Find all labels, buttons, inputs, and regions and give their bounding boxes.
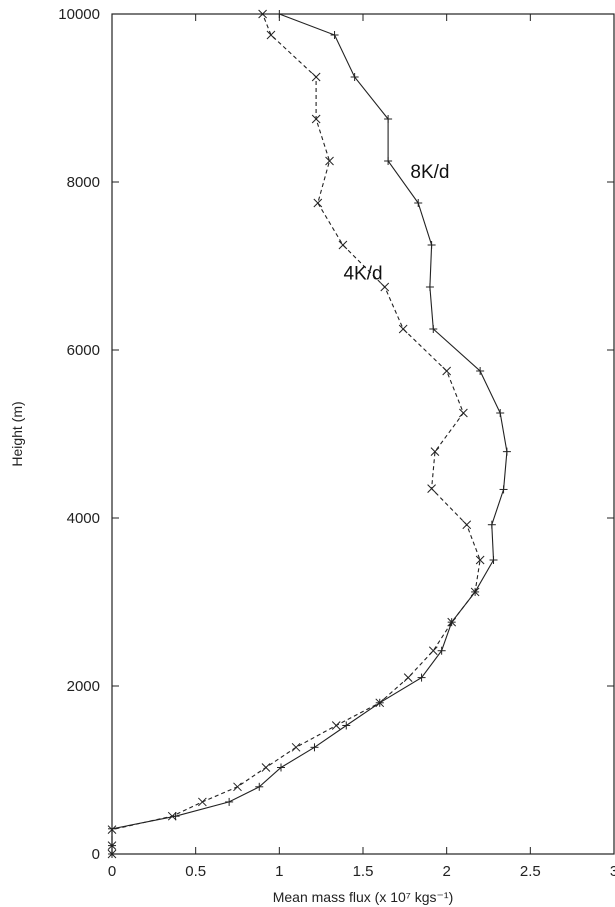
data-point [277,763,286,772]
data-point [342,721,351,730]
data-point [291,742,301,752]
x-axis: 0 0.5 1 1.5 2 2.5 3 [108,14,615,880]
data-point [311,72,321,82]
data-point [489,556,498,564]
data-point [447,617,457,627]
y-axis: 0 2000 4000 6000 8000 10000 [58,6,614,863]
data-point [403,673,413,682]
data-point [459,408,468,418]
data-point [107,825,117,834]
data-point [107,849,117,859]
series-line [111,13,508,854]
series-8k-d [108,10,511,858]
data-point [414,199,423,207]
data-point [331,721,341,730]
x-tick-label: 3 [610,863,615,880]
x-tick-label: 0.5 [185,863,206,880]
plot-frame [111,13,615,855]
x-axis-title: Mean mass flux (x 10⁷ kgs⁻¹) [273,889,454,905]
y-tick-label: 10000 [58,6,100,23]
data-point [325,156,334,166]
x-tick-label: 2 [442,863,450,880]
data-point [233,782,242,792]
data-point [375,698,385,708]
data-point [475,555,485,565]
x-tick-label: 2.5 [520,863,541,880]
data-point [275,10,284,18]
data-point [430,447,440,456]
series-label: 8K/d [410,162,449,183]
data-point [417,673,426,682]
data-point [338,240,348,250]
data-point [107,841,117,850]
data-point [310,743,319,752]
x-tick-label: 1.5 [353,863,374,880]
data-point [380,282,390,292]
y-tick-label: 2000 [67,678,100,695]
data-point [313,198,323,208]
y-tick-label: 4000 [67,510,100,527]
data-point [398,324,408,334]
data-point [476,367,485,375]
series-layer [107,9,511,859]
data-point [384,115,393,123]
y-tick-label: 8000 [67,174,100,191]
data-point [427,484,436,493]
data-point [330,31,339,39]
series-line [111,13,481,854]
data-point [502,447,511,456]
data-point [442,366,452,376]
series-4k-d [107,9,485,859]
y-axis-title: Height (m) [9,401,25,466]
data-point [487,520,496,529]
data-point [225,797,234,806]
x-tick-label: 1 [275,863,283,880]
data-point [425,283,434,291]
data-point [429,325,438,333]
y-tick-label: 6000 [67,342,100,359]
data-point [462,520,472,530]
data-point [427,241,436,249]
data-point [167,811,177,821]
data-point [311,114,321,124]
data-point [255,782,264,791]
data-point [470,587,480,597]
data-point [258,9,267,19]
series-label: 4K/d [343,263,382,284]
data-point [384,157,393,165]
data-point [350,73,359,81]
annotation-layer: 8K/d 4K/d [343,162,449,285]
data-point [499,485,508,494]
data-point [496,409,505,417]
x-tick-label: 0 [108,863,116,880]
y-tick-label: 0 [92,846,100,863]
data-point [261,763,271,772]
data-point [428,646,438,656]
data-point [266,30,276,40]
data-point [437,646,446,655]
data-point [198,797,207,807]
